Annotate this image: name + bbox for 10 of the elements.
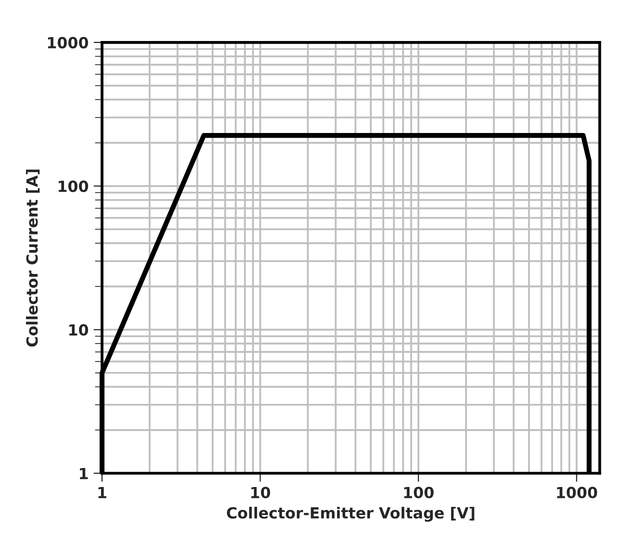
y-axis-title: Collector Current [A] [26, 170, 40, 347]
x-axis-title: Collector-Emitter Voltage [V] [226, 506, 474, 522]
x-tick-label: 1 [98, 486, 106, 498]
y-tick-label: 1000 [48, 36, 88, 48]
x-tick-label: 1000 [557, 486, 598, 498]
y-tick-label: 10 [69, 324, 88, 336]
y-tick-label: 100 [58, 180, 88, 192]
x-tick-label: 100 [404, 486, 434, 498]
x-tick-label: 10 [251, 486, 270, 498]
y-tick-label: 1 [80, 468, 88, 480]
